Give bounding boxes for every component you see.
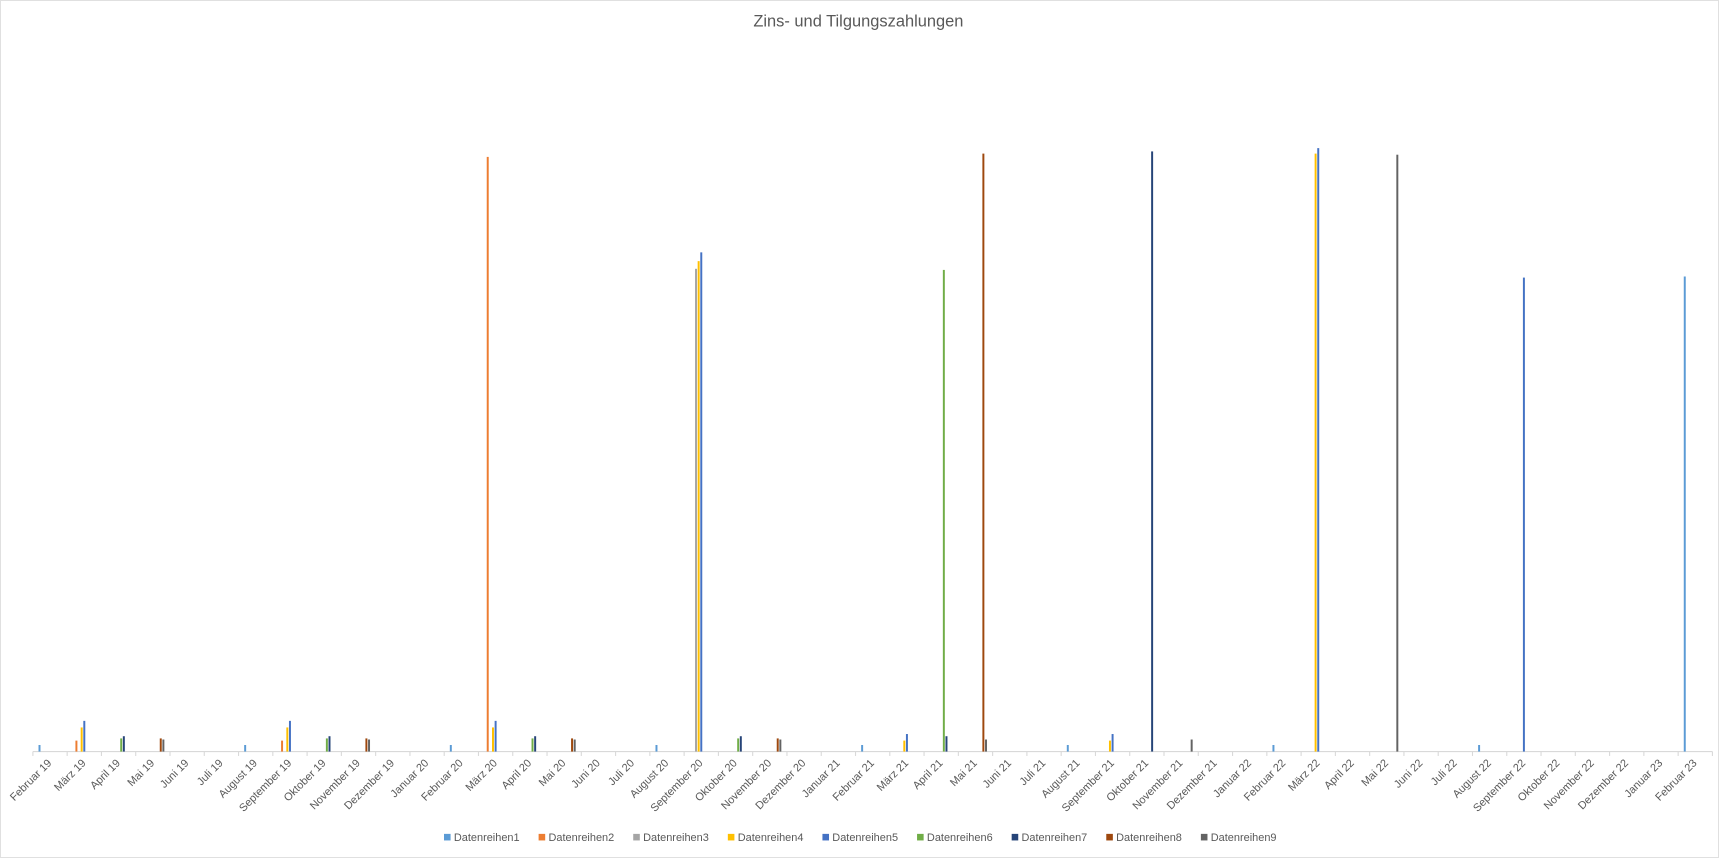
bar: [982, 153, 985, 752]
bar: [162, 739, 165, 752]
bar: [655, 744, 658, 752]
bar: [531, 738, 534, 752]
legend-label: Datenreihen4: [738, 832, 804, 844]
chart-title: Zins- und Tilgungszahlungen: [753, 12, 963, 30]
bar: [776, 738, 779, 752]
bar: [288, 720, 291, 752]
legend-swatch: [538, 833, 546, 841]
bar: [1190, 739, 1193, 752]
legend-label: Datenreihen8: [1116, 832, 1182, 844]
bar: [571, 738, 574, 752]
bar: [244, 744, 247, 752]
bar: [573, 739, 576, 752]
bar: [286, 727, 289, 752]
legend-swatch: [822, 833, 830, 841]
bar: [1066, 744, 1069, 752]
legend-swatch: [917, 833, 924, 841]
bar: [945, 736, 948, 752]
bar: [1151, 151, 1154, 752]
legend-label: Datenreihen2: [548, 832, 614, 844]
bar: [737, 738, 740, 752]
bar: [365, 738, 368, 752]
bar: [449, 744, 452, 752]
bar: [159, 738, 162, 752]
legend-label: Datenreihen9: [1211, 832, 1277, 844]
legend-label: Datenreihen1: [454, 832, 520, 844]
bar: [942, 269, 945, 752]
legend-swatch: [633, 833, 640, 841]
bar: [120, 738, 123, 752]
bar: [325, 738, 328, 752]
bar: [75, 740, 78, 752]
bar: [281, 740, 284, 752]
bar: [779, 739, 782, 752]
legend-label: Datenreihen7: [1022, 832, 1088, 844]
bar: [695, 268, 697, 752]
bar: [1272, 744, 1275, 752]
bar: [1108, 740, 1111, 752]
bar: [1683, 276, 1686, 752]
bar: [83, 720, 86, 752]
legend-swatch: [444, 833, 451, 841]
bar: [1314, 153, 1317, 752]
bar: [368, 739, 371, 752]
bar: [985, 739, 987, 752]
bar: [1396, 154, 1399, 752]
legend-label: Datenreihen6: [927, 832, 993, 844]
bar: [491, 727, 494, 752]
bar: [1317, 148, 1320, 752]
bar: [1111, 734, 1114, 752]
legend-label: Datenreihen5: [832, 832, 898, 844]
bar: [905, 734, 908, 752]
legend-swatch: [727, 833, 735, 841]
bar: [38, 744, 41, 752]
legend-swatch: [1011, 833, 1019, 841]
bar: [80, 727, 83, 752]
bar: [494, 720, 497, 752]
bar: [122, 736, 125, 752]
bar: [534, 736, 537, 752]
bar: [1522, 277, 1525, 752]
bar: [903, 740, 906, 752]
legend-swatch: [1200, 833, 1208, 841]
bar: [486, 156, 489, 752]
bar: [739, 736, 742, 752]
bar: [697, 261, 700, 752]
bar: [700, 252, 703, 752]
legend-swatch: [1106, 833, 1113, 841]
legend-label: Datenreihen3: [643, 832, 709, 844]
bar: [328, 736, 331, 752]
bar: [861, 744, 864, 752]
bar: [1478, 744, 1481, 752]
